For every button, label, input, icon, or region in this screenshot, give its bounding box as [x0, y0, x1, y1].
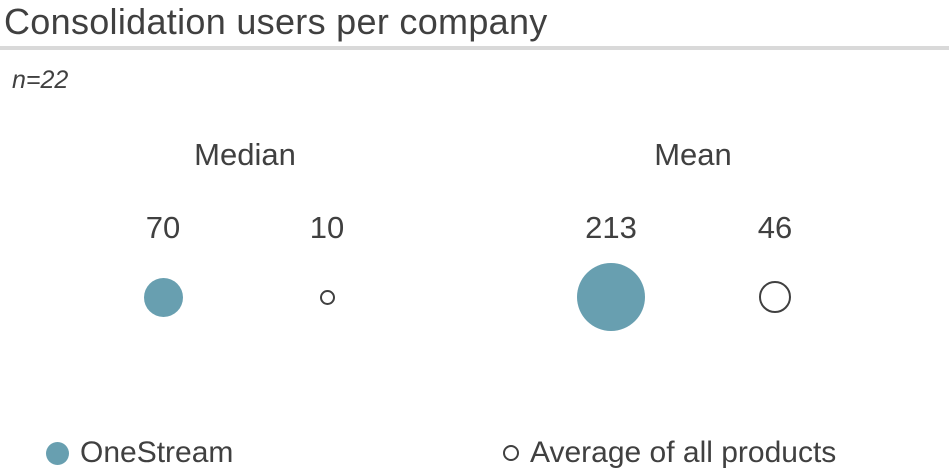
metric-median-onestream: 70: [83, 205, 243, 344]
onestream-filled-circle-icon: [46, 441, 69, 465]
bubble-mean-onestream: [577, 263, 645, 331]
bubble-mean-average: [759, 281, 791, 313]
metric-median-average: 10: [247, 205, 407, 344]
title-divider: [0, 46, 949, 50]
bubble-cell: [695, 250, 855, 344]
average-open-circle-icon: [503, 445, 519, 461]
bubble-cell: [83, 250, 243, 344]
group-header-mean: Mean: [654, 137, 732, 172]
metric-mean-average: 46: [695, 205, 855, 344]
legend-label-average: Average of all products: [530, 436, 837, 469]
legend-label-onestream: OneStream: [80, 436, 234, 469]
value-label-median-onestream: 70: [145, 210, 181, 245]
value-label-median-average: 10: [309, 210, 345, 245]
legend-item-onestream: OneStream: [46, 434, 233, 472]
value-label-mean-onestream: 213: [585, 210, 637, 245]
metric-mean-onestream: 213: [531, 205, 691, 344]
group-header-median: Median: [194, 137, 296, 172]
value-label-mean-average: 46: [757, 210, 793, 245]
sample-size-note: n=22: [12, 66, 69, 94]
chart-title: Consolidation users per company: [4, 1, 548, 42]
bubble-cell: [531, 250, 691, 344]
bubble-median-average: [319, 289, 335, 305]
legend-item-average: Average of all products: [503, 434, 836, 472]
bubble-cell: [247, 250, 407, 344]
bubble-median-onestream: [143, 277, 183, 317]
